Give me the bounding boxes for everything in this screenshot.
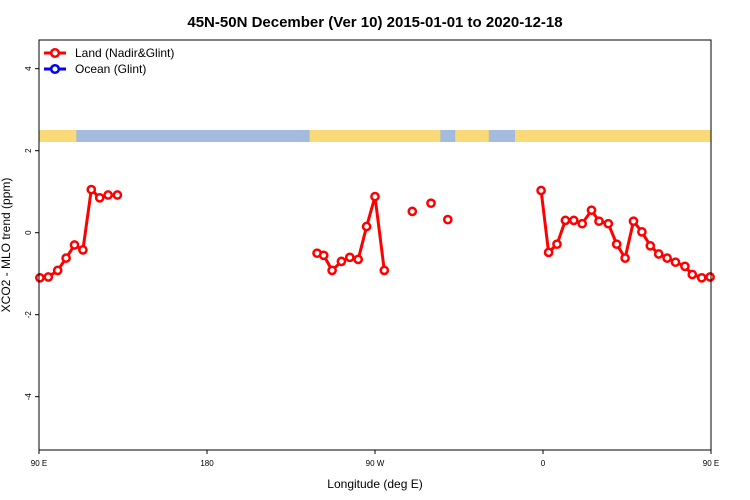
data-point: [78, 245, 88, 255]
data-point: [442, 214, 453, 225]
data-point: [645, 240, 656, 251]
data-point: [687, 269, 698, 280]
data-point: [94, 192, 105, 203]
data-point: [344, 252, 355, 263]
data-point: [603, 218, 614, 229]
data-point: [353, 254, 364, 265]
y-tick-label: 4: [24, 66, 33, 71]
y-tick-label: -2: [24, 311, 33, 319]
map-land-block: [455, 130, 489, 142]
data-point: [103, 190, 113, 200]
legend-ocean-marker: [49, 63, 61, 75]
map-land-block: [515, 130, 711, 142]
data-point: [318, 250, 329, 261]
data-point: [407, 206, 418, 217]
world-map-strip: [39, 130, 711, 143]
map-land-block: [39, 130, 77, 142]
x-axis: 90 E 180 90 W 0 90 E: [31, 450, 719, 468]
data-point: [670, 257, 681, 268]
x-tick-label: 180: [200, 459, 214, 468]
y-axis-label: XCO2 - MLO trend (ppm): [0, 178, 13, 313]
data-point: [705, 272, 715, 282]
legend-land-marker: [49, 47, 61, 59]
data-point: [43, 272, 54, 282]
data-point: [637, 227, 647, 237]
data-point: [568, 215, 579, 226]
data-point: [336, 256, 347, 267]
legend-ocean-label: Ocean (Glint): [75, 62, 146, 76]
y-tick-label: 2: [24, 148, 33, 153]
data-point: [370, 191, 380, 202]
data-point: [426, 198, 436, 209]
y-axis: -4 -2 0 2 4: [24, 66, 39, 400]
legend: Land (Nadir&Glint) Ocean (Glint): [44, 46, 174, 76]
data-point: [653, 249, 664, 259]
y-tick-label: 0: [24, 230, 33, 235]
data-point: [662, 253, 672, 263]
series-line: [39, 188, 118, 280]
data-point: [680, 261, 690, 272]
data-point: [112, 190, 123, 200]
data-point: [552, 239, 562, 250]
data-point: [611, 239, 622, 250]
data-point: [543, 247, 554, 258]
data-point: [69, 240, 80, 250]
data-point: [379, 265, 390, 276]
data-point: [577, 218, 588, 229]
plot-frame: [38, 39, 712, 451]
data-point: [696, 272, 707, 283]
data-point: [586, 205, 597, 216]
data-point: [86, 184, 97, 195]
data-point: [361, 221, 372, 232]
map-land-block: [309, 130, 441, 142]
map-strip-edge: [39, 142, 711, 143]
data-point: [620, 253, 630, 263]
data-point: [628, 216, 639, 227]
x-axis-label: Longitude (deg E): [327, 477, 422, 491]
data-point: [594, 216, 604, 227]
legend-land-label: Land (Nadir&Glint): [75, 46, 174, 60]
x-tick-label: 90 E: [703, 459, 719, 468]
data-point: [327, 265, 337, 276]
x-tick-label: 90 W: [366, 459, 385, 468]
data-point: [52, 265, 63, 276]
x-tick-label: 90 E: [31, 459, 47, 468]
y-tick-label: -4: [24, 393, 33, 401]
data-point: [61, 253, 71, 263]
data-point: [560, 215, 571, 226]
x-tick-label: 0: [541, 459, 546, 468]
data-point: [35, 272, 45, 283]
data-point: [536, 185, 546, 196]
chart-title: 45N-50N December (Ver 10) 2015-01-01 to …: [187, 14, 562, 31]
data-layer: [35, 184, 715, 283]
map-land-areas: [39, 130, 711, 143]
